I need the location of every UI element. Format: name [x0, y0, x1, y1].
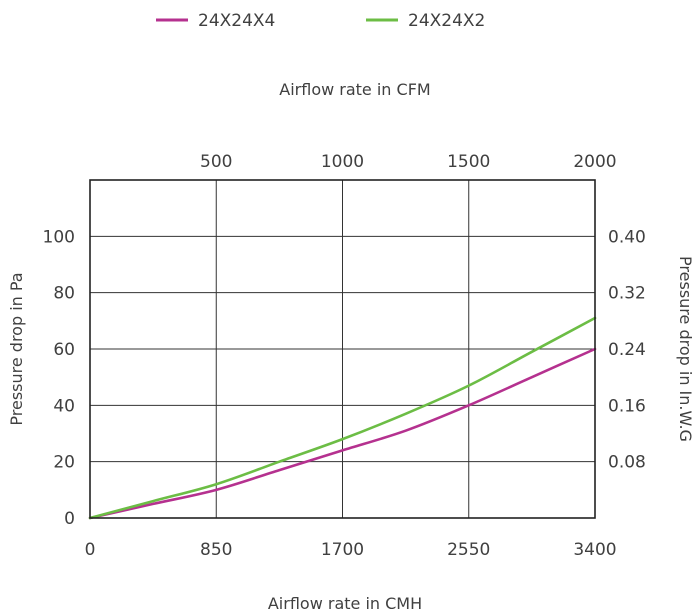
- top-tick-label: 1000: [321, 152, 364, 172]
- legend: 24X24X4 24X24X2: [156, 11, 485, 31]
- tick-labels: 500 1000 1500 2000 0 20 40 60 80 100 0.08 0.16 0.24 0…: [43, 152, 646, 560]
- top-tick-label: 1500: [447, 152, 490, 172]
- bottom-axis-title: Airflow rate in CMH: [268, 594, 422, 613]
- bottom-tick-label: 0: [85, 540, 96, 560]
- legend-label-24x24x2: 24X24X2: [408, 11, 485, 31]
- right-tick-label: 0.32: [608, 284, 646, 304]
- right-tick-label: 0.08: [608, 453, 646, 473]
- legend-item-24x24x2: 24X24X2: [366, 11, 485, 31]
- left-tick-label: 20: [53, 453, 75, 473]
- left-axis-title: Pressure drop in Pa: [7, 272, 26, 425]
- bottom-tick-label: 1700: [321, 540, 364, 560]
- gridlines: [90, 180, 596, 518]
- top-tick-label: 2000: [573, 152, 616, 172]
- plot-frame: [89, 179, 596, 519]
- left-tick-label: 100: [43, 227, 75, 247]
- right-axis-title: Pressure drop in In.W.G: [676, 256, 695, 442]
- left-tick-label: 80: [53, 284, 75, 304]
- series-line-24x24x2: [88, 316, 597, 520]
- left-tick-label: 60: [53, 340, 75, 360]
- bottom-tick-label: 850: [200, 540, 232, 560]
- legend-label-24x24x4: 24X24X4: [198, 11, 275, 31]
- right-tick-label: 0.16: [608, 396, 646, 416]
- right-tick-label: 0.24: [608, 340, 646, 360]
- left-tick-label: 0: [64, 509, 75, 529]
- bottom-tick-label: 2550: [447, 540, 490, 560]
- bottom-tick-label: 3400: [573, 540, 616, 560]
- legend-item-24x24x4: 24X24X4: [156, 11, 275, 31]
- top-axis-title: Airflow rate in CFM: [279, 80, 430, 99]
- right-tick-label: 0.40: [608, 227, 646, 247]
- series-line-24x24x4: [88, 347, 597, 520]
- left-tick-label: 40: [53, 396, 75, 416]
- top-tick-label: 500: [200, 152, 232, 172]
- series-lines: [88, 316, 597, 520]
